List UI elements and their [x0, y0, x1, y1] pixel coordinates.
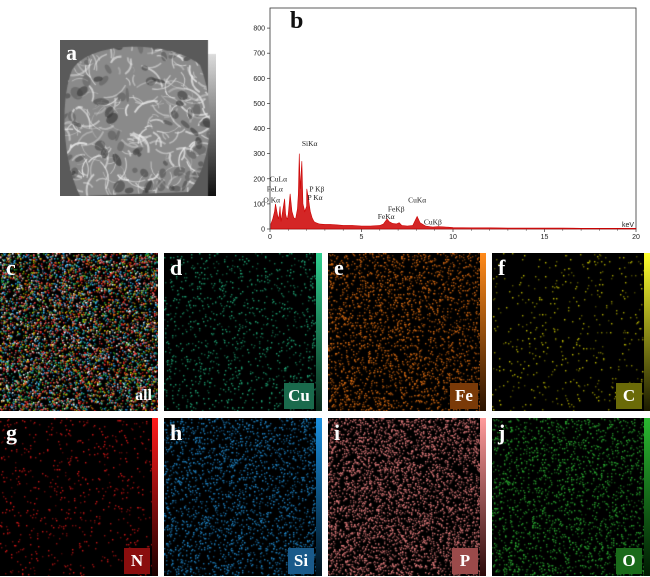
peak-label: O Kα: [263, 196, 280, 205]
element-label-p: P: [452, 548, 478, 574]
eds-spectrum-panel: 0 100 200 300 400 500 600 700 800 0 5 10 15 20 keV SiKα…: [232, 0, 650, 241]
colorbar-o: [644, 418, 650, 576]
eds-map-n: g N: [0, 418, 158, 576]
element-label-cu: Cu: [284, 383, 314, 409]
panel-letter-a: a: [66, 40, 77, 65]
sem-image-panel: a: [60, 40, 216, 196]
y-tick-label: 0: [261, 227, 265, 234]
eds-map-fe: e Fe: [328, 253, 486, 411]
panel-letter-h: h: [170, 420, 183, 445]
panel-letter-e: e: [334, 255, 344, 280]
colorbar-fe: [480, 253, 486, 411]
element-label-all: all: [135, 387, 152, 404]
x-axis-label: keV: [622, 222, 634, 229]
colorbar-cu: [316, 253, 322, 411]
peak-label: FeKβ: [388, 204, 405, 213]
peak-label: P Kα: [308, 193, 323, 202]
x-tick-label: 20: [632, 234, 640, 240]
x-tick-label: 0: [268, 234, 272, 240]
y-tick-label: 400: [253, 126, 265, 133]
eds-map-si: h Si: [164, 418, 322, 576]
colorbar-c: [644, 253, 650, 411]
colorbar-si: [316, 418, 322, 576]
y-tick-label: 700: [253, 51, 265, 58]
panel-letter-j: j: [498, 420, 506, 445]
eds-map-p: i P: [328, 418, 486, 576]
element-label-si: Si: [288, 548, 314, 574]
eds-map-all: c all: [0, 253, 158, 411]
eds-spectrum-chart: 0 100 200 300 400 500 600 700 800 0 5 10 15 20 keV SiKα…: [253, 7, 640, 241]
sem-image: [60, 40, 216, 196]
plot-frame: [269, 7, 637, 230]
peak-label: CuKβ: [424, 217, 442, 226]
eds-map-cu: d Cu: [164, 253, 322, 411]
eds-map-c: f C: [492, 253, 650, 411]
eds-map-o: j O: [492, 418, 650, 576]
y-tick-label: 200: [253, 176, 265, 183]
y-tick-label: 100: [253, 201, 265, 208]
x-tick-label: 10: [449, 234, 457, 240]
element-label-fe: Fe: [450, 383, 478, 409]
peak-label: FeKα: [378, 212, 395, 221]
y-tick-label: 500: [253, 101, 265, 108]
colorbar-p: [480, 418, 486, 576]
element-label-n: N: [124, 548, 150, 574]
element-label-o: O: [616, 548, 642, 574]
peak-label: SiKα: [302, 139, 318, 148]
colorbar-n: [152, 418, 158, 576]
element-label-c: C: [616, 383, 642, 409]
peak-label: CuKα: [408, 196, 426, 205]
peak-label: P Kβ: [309, 184, 324, 193]
y-tick-label: 600: [253, 76, 265, 83]
x-tick-label: 15: [541, 234, 549, 240]
peak-label: FeLα: [267, 184, 283, 193]
panel-letter-g: g: [6, 420, 17, 445]
x-tick-label: 5: [360, 234, 364, 240]
spectrum-series: [270, 153, 637, 230]
y-tick-label: 800: [253, 26, 265, 33]
peak-label: CuLα: [270, 174, 287, 183]
panel-letter-b: b: [290, 8, 304, 34]
panel-letter-c: c: [6, 255, 16, 280]
y-tick-label: 300: [253, 151, 265, 158]
panel-letter-i: i: [334, 420, 341, 445]
panel-letter-d: d: [170, 255, 183, 280]
panel-letter-f: f: [498, 255, 506, 280]
